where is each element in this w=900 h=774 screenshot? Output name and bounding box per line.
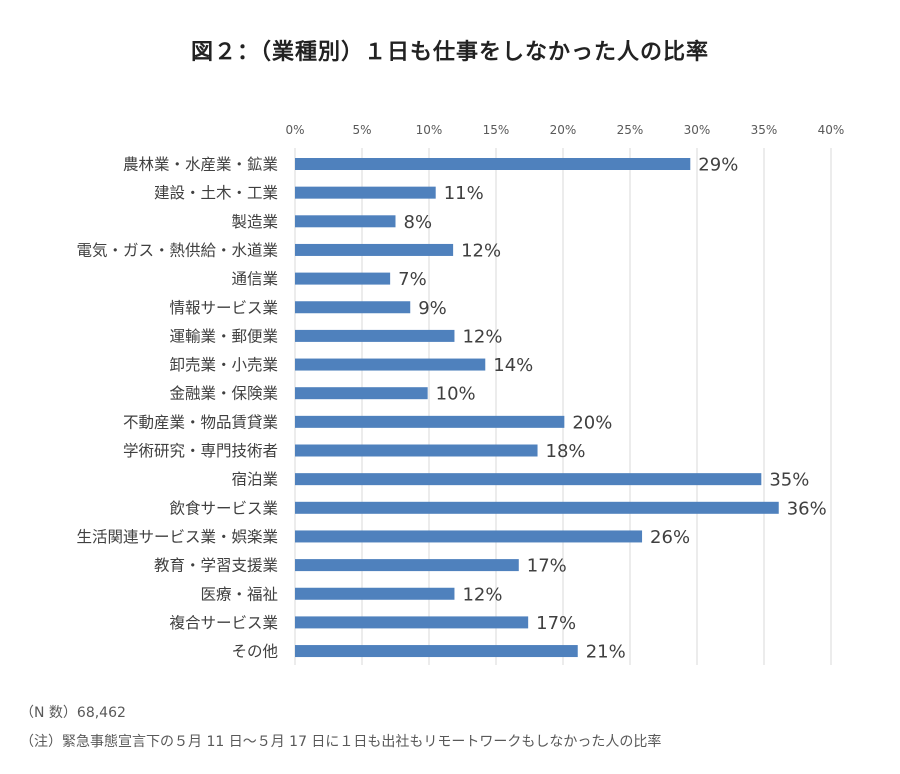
x-tick-label: 5% bbox=[352, 123, 371, 137]
bar bbox=[295, 301, 411, 314]
x-tick-label: 35% bbox=[751, 123, 778, 137]
bar bbox=[295, 387, 428, 400]
data-label: 12% bbox=[461, 240, 501, 261]
data-label: 17% bbox=[527, 556, 567, 577]
data-label: 9% bbox=[418, 298, 447, 319]
bar bbox=[295, 158, 691, 170]
category-label: 情報サービス業 bbox=[169, 299, 278, 317]
category-label: 製造業 bbox=[231, 213, 278, 231]
sample-size-note: （N 数）68,462 bbox=[20, 705, 126, 721]
data-label: 14% bbox=[493, 355, 533, 376]
data-label: 12% bbox=[462, 584, 502, 605]
data-label: 21% bbox=[586, 642, 626, 663]
category-label: 卸売業・小売業 bbox=[169, 356, 278, 374]
data-label: 17% bbox=[536, 613, 576, 634]
description-note: （注）緊急事態宣言下の５月 11 日〜５月 17 日に１日も出社もリモートワーク… bbox=[20, 734, 662, 750]
bar bbox=[295, 645, 578, 658]
bar bbox=[295, 358, 486, 371]
grid-lines bbox=[294, 148, 832, 665]
category-label: 生活関連サービス業・娯楽業 bbox=[76, 528, 278, 546]
category-label: 通信業 bbox=[231, 270, 278, 288]
category-label: 学術研究・専門技術者 bbox=[123, 442, 278, 460]
data-labels: 29% 11% 8% 12% 7% 9% 12% 14% 10% 20% 18% 35% 36% 26% 1… bbox=[398, 155, 827, 663]
bar bbox=[295, 415, 565, 428]
data-label: 7% bbox=[398, 269, 427, 290]
x-axis-ticks: 0% 5% 10% 15% 20% 25% 30% 35% 40% bbox=[285, 123, 844, 137]
category-label: 電気・ガス・熱供給・水道業 bbox=[76, 241, 278, 259]
data-label: 8% bbox=[404, 212, 433, 233]
x-tick-label: 20% bbox=[550, 123, 577, 137]
bar bbox=[295, 587, 455, 600]
category-label: 金融業・保険業 bbox=[169, 385, 278, 403]
category-labels: 農林業・水産業・鉱業建設・土木・工業製造業電気・ガス・熱供給・水道業通信業情報サ… bbox=[76, 156, 278, 661]
x-tick-label: 15% bbox=[483, 123, 510, 137]
bar bbox=[295, 559, 519, 572]
x-tick-label: 40% bbox=[818, 123, 845, 137]
bar bbox=[295, 329, 455, 342]
bar bbox=[295, 530, 643, 543]
data-label: 18% bbox=[546, 441, 586, 462]
category-label: 医療・福祉 bbox=[200, 585, 278, 603]
bar bbox=[295, 473, 762, 486]
x-tick-label: 10% bbox=[416, 123, 443, 137]
bar bbox=[295, 444, 538, 457]
data-label: 26% bbox=[650, 527, 690, 548]
data-label: 10% bbox=[436, 384, 476, 405]
bar bbox=[295, 215, 396, 228]
data-label: 12% bbox=[462, 326, 502, 347]
bars bbox=[295, 158, 779, 658]
data-label: 35% bbox=[769, 470, 809, 491]
category-label: 農林業・水産業・鉱業 bbox=[123, 156, 278, 174]
category-label: 飲食サービス業 bbox=[169, 499, 278, 517]
bar bbox=[295, 272, 391, 285]
x-tick-label: 30% bbox=[684, 123, 711, 137]
category-label: 建設・土木・工業 bbox=[154, 184, 278, 202]
data-label: 29% bbox=[698, 155, 738, 176]
data-label: 11% bbox=[444, 183, 484, 204]
bar bbox=[295, 186, 436, 199]
category-label: 複合サービス業 bbox=[169, 614, 278, 632]
category-label: 教育・学習支援業 bbox=[154, 557, 278, 575]
category-label: 運輸業・郵便業 bbox=[169, 327, 278, 345]
chart-title: 図２：（業種別）１日も仕事をしなかった人の比率 bbox=[190, 40, 709, 65]
category-label: 宿泊業 bbox=[231, 471, 278, 489]
category-label: 不動産業・物品賃貸業 bbox=[123, 413, 278, 431]
x-tick-label: 25% bbox=[617, 123, 644, 137]
bar bbox=[295, 243, 454, 256]
category-label: その他 bbox=[231, 643, 278, 661]
data-label: 20% bbox=[572, 412, 612, 433]
x-tick-label: 0% bbox=[285, 123, 304, 137]
bar bbox=[295, 616, 529, 629]
data-label: 36% bbox=[787, 498, 827, 519]
bar bbox=[295, 501, 779, 514]
